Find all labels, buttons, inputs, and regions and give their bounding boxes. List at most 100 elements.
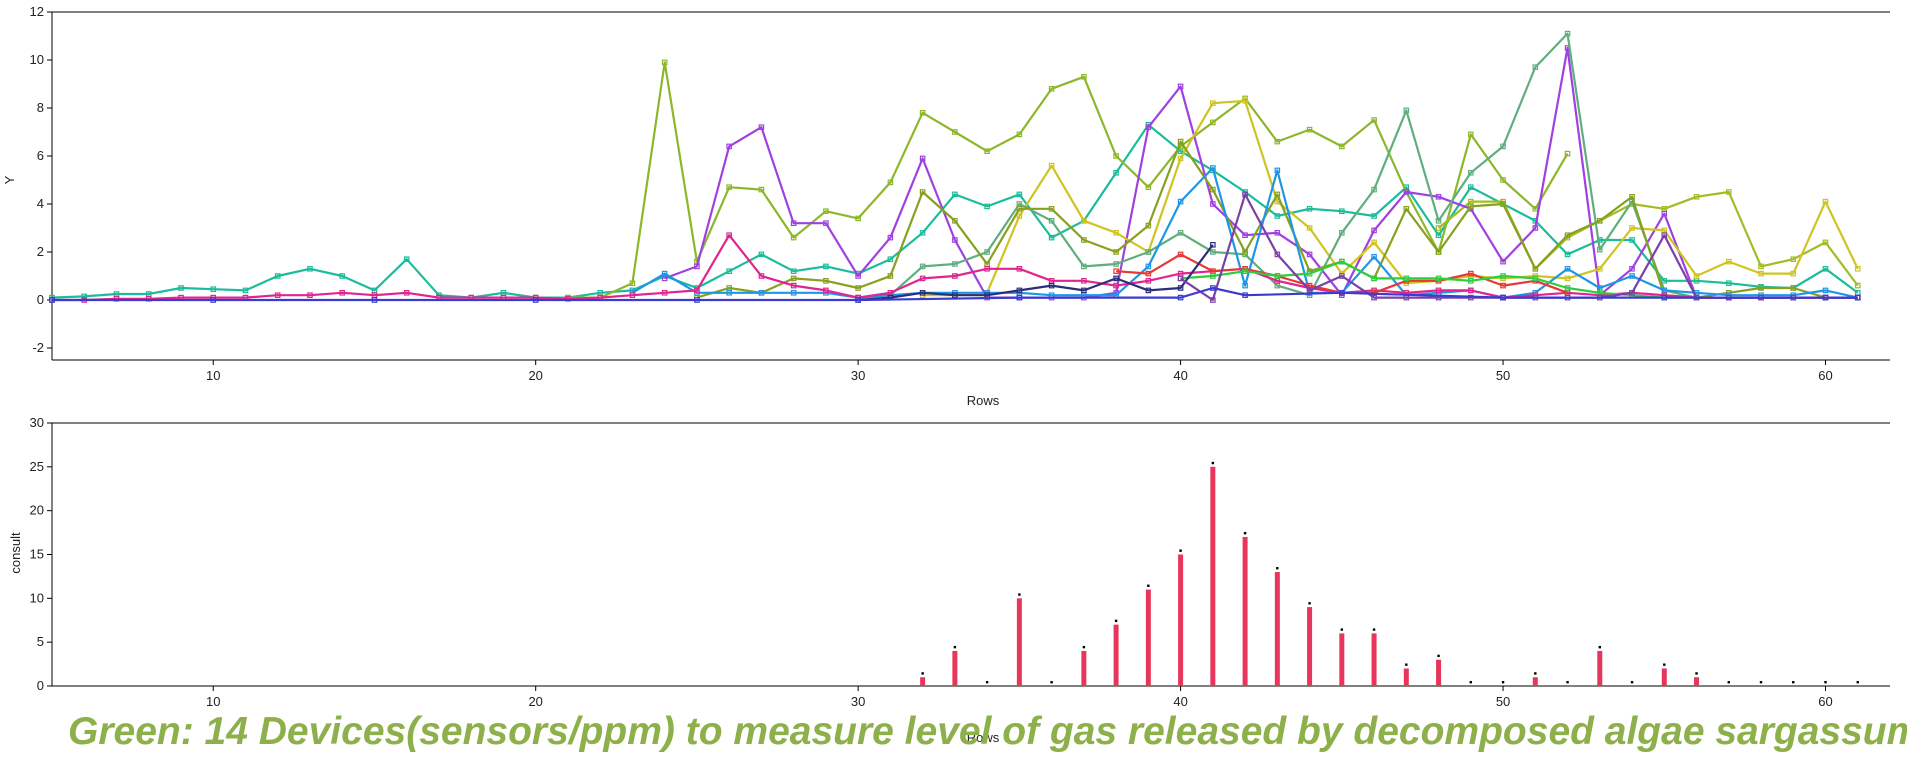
line-chart-x-axis-title: Rows (967, 393, 1000, 408)
series-7-marker (1403, 206, 1410, 212)
series-7-marker (919, 189, 926, 195)
series-4-marker (823, 220, 829, 227)
series-5-marker (1048, 162, 1055, 169)
series-11-marker (1339, 258, 1345, 265)
series-2-marker (823, 208, 829, 215)
series-6-marker (1532, 64, 1539, 71)
series-9-marker (919, 275, 926, 282)
series-8-marker (1242, 282, 1248, 289)
line-chart-series (49, 30, 1861, 303)
bar-chart: 10 20 30 40 50 60 0 5 10 15 20 25 30 Rows consult (8, 415, 1890, 745)
series-1-marker (1016, 191, 1023, 198)
series-2-marker (1564, 150, 1571, 157)
series-1-marker (1661, 278, 1668, 284)
bar-top-marker (953, 645, 957, 649)
bar-chart-y-tick-label: 0 (37, 678, 44, 693)
series-3-marker (1822, 239, 1829, 246)
series-5-marker (1371, 239, 1377, 246)
bar-chart-x-tick-label: 40 (1173, 694, 1187, 709)
series-12-marker (1177, 285, 1184, 291)
line-chart-y-tick-label: 4 (37, 196, 44, 211)
series-2-marker (919, 109, 926, 116)
series-3-marker (1758, 263, 1764, 270)
series-2-marker (726, 184, 732, 191)
bar-top-marker (1630, 681, 1634, 684)
series-2-marker (1532, 206, 1539, 212)
bar-top-marker (1018, 593, 1021, 596)
series-1-marker (1725, 280, 1732, 287)
series-1-marker (1113, 170, 1119, 176)
bar-top-marker (1856, 681, 1859, 684)
series-6-marker (1339, 230, 1345, 236)
line-chart-axes: 10 20 30 40 50 60 -2 0 2 4 6 8 10 12 (30, 4, 1890, 383)
series-7-marker (1629, 194, 1635, 200)
series-1-marker (210, 286, 217, 293)
series-8-marker (1274, 167, 1281, 174)
series-4-marker (1500, 258, 1506, 265)
series-12-marker (1145, 287, 1152, 294)
bar-top-marker (1147, 584, 1150, 587)
series-7-marker (1596, 218, 1603, 224)
series-4-marker (758, 124, 765, 131)
bar (1274, 572, 1280, 686)
series-10-marker (1500, 282, 1506, 289)
series-7-marker (1210, 186, 1216, 193)
series-3-marker (1435, 225, 1442, 231)
bar-chart-x-tick-label: 20 (528, 694, 542, 709)
series-12-marker (1016, 287, 1023, 294)
series-7-marker (1113, 249, 1119, 255)
series-5-marker (1790, 270, 1797, 277)
series-2-marker (1081, 73, 1087, 80)
series-7-marker (1048, 206, 1055, 212)
bar (1178, 554, 1184, 686)
series-6-marker (984, 249, 990, 255)
series-12-line (858, 244, 1214, 302)
bar-chart-x-axis-title: Rows (967, 730, 1000, 745)
series-1-marker (887, 256, 894, 263)
series-13-marker (1371, 294, 1377, 301)
bar-top-marker (1534, 672, 1537, 675)
series-1-marker (1629, 237, 1635, 243)
series-14 (49, 285, 1861, 303)
series-8-marker (790, 290, 797, 296)
series-14-marker (210, 297, 217, 303)
bar-chart-axes: 10 20 30 40 50 60 0 5 10 15 20 25 30 (30, 415, 1890, 709)
series-1-marker (823, 263, 829, 270)
series-14-marker (1242, 292, 1248, 299)
series-1-marker (178, 285, 184, 291)
series-12 (855, 242, 1216, 303)
series-11-marker (1306, 270, 1313, 277)
bar-top-marker (1501, 681, 1505, 684)
series-7-marker (1016, 206, 1023, 212)
series-7-marker (790, 275, 797, 282)
bar-top-marker (1566, 681, 1569, 684)
series-2-marker (758, 186, 765, 193)
series-1-marker (274, 273, 281, 279)
series-14-marker (694, 297, 700, 303)
series-8-marker (661, 270, 668, 277)
series-5-marker (1725, 258, 1732, 265)
series-9-marker (661, 290, 668, 296)
series-6-marker (919, 263, 926, 270)
series-5-marker (1693, 273, 1700, 279)
series-5-marker (1564, 275, 1571, 282)
series-9-marker (629, 292, 636, 299)
series-12-marker (952, 292, 958, 299)
series-2-marker (1339, 143, 1345, 150)
series-6-marker (1048, 218, 1055, 224)
bar-top-marker (921, 672, 924, 675)
series-2-marker (1145, 184, 1152, 191)
series-8-line (631, 166, 1859, 299)
series-2-marker (1016, 131, 1023, 138)
series-9-marker (274, 292, 281, 299)
series-11-marker (1274, 273, 1281, 279)
bar (1242, 536, 1248, 686)
series-11-marker (1532, 275, 1539, 282)
bar-top-marker (1663, 663, 1666, 666)
series-1-marker (1564, 251, 1571, 258)
bar-top-marker (1114, 619, 1118, 623)
series-11-marker (1210, 273, 1216, 279)
series-4 (661, 45, 1861, 301)
series-14-marker (1822, 294, 1829, 301)
